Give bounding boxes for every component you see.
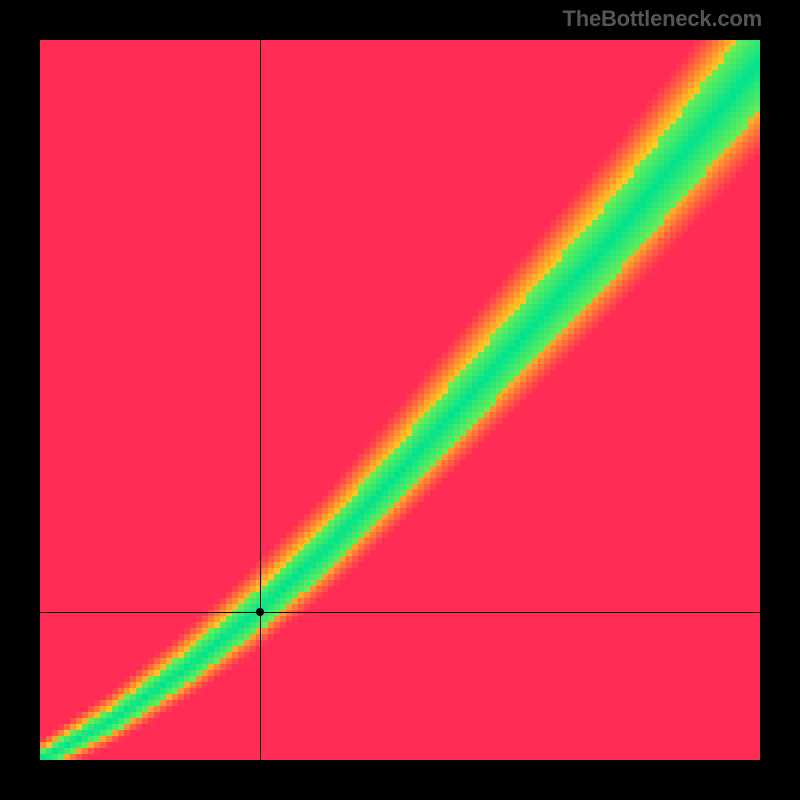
watermark-text: TheBottleneck.com bbox=[562, 6, 762, 32]
crosshair-vertical bbox=[260, 40, 261, 760]
crosshair-horizontal bbox=[40, 612, 760, 613]
chart-frame: TheBottleneck.com bbox=[0, 0, 800, 800]
crosshair-dot bbox=[256, 608, 264, 616]
heatmap-canvas bbox=[40, 40, 760, 760]
plot-area bbox=[40, 40, 760, 760]
